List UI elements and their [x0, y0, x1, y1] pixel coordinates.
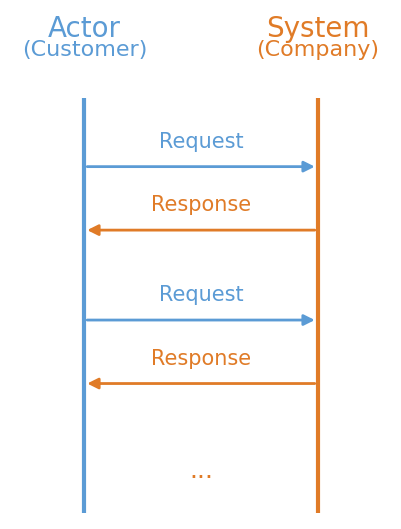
Text: Request: Request [158, 132, 243, 152]
Text: Actor: Actor [48, 15, 121, 43]
Text: ...: ... [188, 459, 213, 483]
Text: (Customer): (Customer) [22, 40, 147, 60]
Text: System: System [265, 15, 369, 43]
Text: Response: Response [150, 195, 251, 215]
Text: Request: Request [158, 285, 243, 305]
Text: (Company): (Company) [255, 40, 378, 60]
Text: Response: Response [150, 349, 251, 369]
